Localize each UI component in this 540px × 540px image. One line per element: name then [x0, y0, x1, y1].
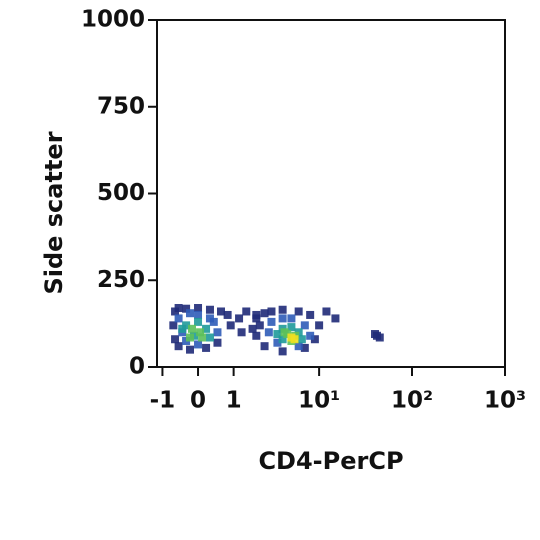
point [205, 333, 214, 342]
point [174, 304, 183, 313]
point [182, 304, 191, 313]
point [294, 307, 303, 316]
point [260, 342, 269, 351]
y-tick-label: 0 [129, 354, 145, 380]
point [322, 307, 331, 316]
x-tick-label: 1 [226, 388, 242, 414]
y-tick-label: 250 [97, 267, 145, 293]
x-tick-label: 10¹ [298, 388, 340, 414]
point [174, 342, 183, 351]
point [255, 321, 264, 330]
point [237, 328, 246, 337]
point [198, 333, 207, 342]
y-tick-label: 750 [97, 93, 145, 119]
point [300, 321, 309, 330]
point [186, 309, 195, 318]
point [278, 335, 287, 344]
point [287, 314, 296, 323]
point [278, 305, 287, 314]
point [235, 314, 244, 323]
point [202, 324, 211, 333]
x-axis-label: CD4-PerCP [258, 447, 403, 475]
point [213, 338, 222, 347]
x-tick-label: 10² [391, 388, 433, 414]
point [280, 328, 289, 337]
point [213, 328, 222, 337]
point [260, 309, 269, 318]
point [217, 307, 226, 316]
point [169, 321, 178, 330]
point [226, 321, 235, 330]
point [297, 335, 306, 344]
point [306, 310, 315, 319]
point [294, 342, 303, 351]
point [310, 335, 319, 344]
point [252, 314, 261, 323]
point [315, 321, 324, 330]
point [248, 324, 257, 333]
point [306, 331, 315, 340]
point [171, 335, 180, 344]
point [264, 328, 273, 337]
point [267, 317, 276, 326]
point [186, 345, 195, 354]
y-tick-label: 1000 [81, 7, 145, 33]
point [178, 324, 187, 333]
point [242, 307, 251, 316]
point [205, 305, 214, 314]
point [331, 314, 340, 323]
point [194, 317, 203, 326]
point [273, 338, 282, 347]
point [372, 331, 381, 340]
point [174, 314, 183, 323]
point [202, 343, 211, 352]
point [194, 304, 203, 313]
point [194, 340, 203, 349]
point [278, 314, 287, 323]
point [252, 331, 261, 340]
point [287, 323, 296, 332]
point [209, 317, 218, 326]
x-tick-label: 0 [190, 388, 206, 414]
y-axis-label: Side scatter [40, 131, 68, 294]
point [290, 335, 299, 344]
point [273, 330, 282, 339]
x-tick-label: 10³ [484, 388, 526, 414]
point [196, 328, 205, 337]
point [300, 343, 309, 352]
y-tick-label: 500 [97, 180, 145, 206]
point [187, 324, 196, 333]
x-tick-label: -1 [150, 388, 176, 414]
point [267, 307, 276, 316]
point [223, 310, 232, 319]
point [278, 347, 287, 356]
point [186, 333, 195, 342]
point [194, 310, 203, 319]
